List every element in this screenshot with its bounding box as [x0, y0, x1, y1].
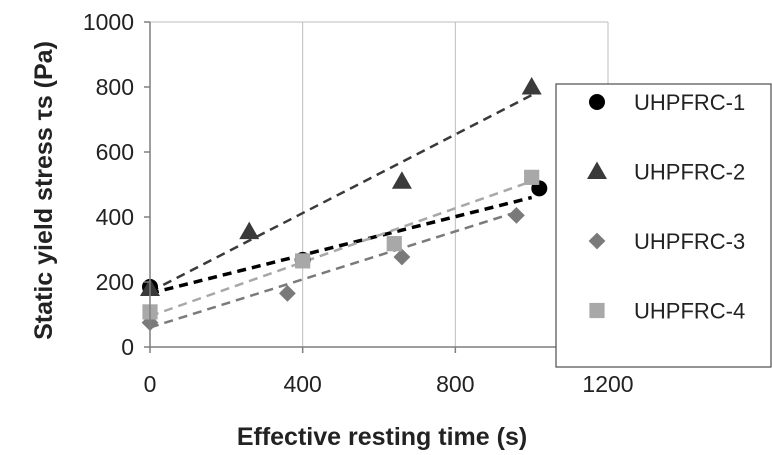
- legend-marker: [587, 161, 607, 179]
- legend-label: UHPFRC-4: [634, 299, 745, 324]
- y-tick-label: 600: [96, 139, 134, 165]
- y-tick-label: 1000: [83, 9, 134, 35]
- data-point: [386, 236, 402, 252]
- legend-marker: [589, 94, 605, 110]
- data-point: [391, 171, 412, 189]
- trend-line: [149, 94, 533, 293]
- data-point: [239, 221, 260, 240]
- legend-label: UHPFRC-3: [634, 229, 745, 254]
- data-point: [279, 284, 296, 302]
- legend-label: UHPFRC-2: [634, 160, 745, 185]
- data-point: [393, 248, 411, 266]
- trend-lines: [149, 94, 533, 329]
- data-point: [508, 206, 525, 224]
- trend-line: [149, 210, 517, 329]
- x-tick-label: 400: [283, 371, 321, 397]
- tick-labels: 0 200 400 600 800 1000 0 400 800 1200: [83, 9, 634, 397]
- data-point: [524, 169, 540, 185]
- legend-marker: [589, 302, 605, 319]
- trend-line: [149, 195, 533, 296]
- y-tick-label: 800: [96, 74, 134, 100]
- x-tick-label: 0: [144, 371, 157, 397]
- y-tick-label: 200: [96, 269, 134, 295]
- legend: UHPFRC-1 UHPFRC-2 UHPFRC-3 UHPFRC-4: [555, 83, 772, 368]
- trend-line: [149, 180, 533, 318]
- data-point: [295, 253, 311, 269]
- y-tick-label: 400: [96, 204, 134, 230]
- axes: [144, 21, 609, 353]
- x-tick-label: 800: [436, 371, 474, 397]
- legend-marker: [588, 232, 606, 250]
- x-tick-label: 1200: [582, 371, 633, 397]
- legend-box: [555, 83, 772, 368]
- x-axis-title: Effective resting time (s): [237, 423, 527, 451]
- data-point: [521, 77, 542, 95]
- y-axis-title: Static yield stress τs (Pa): [30, 41, 58, 340]
- legend-label: UHPFRC-1: [634, 90, 745, 115]
- y-tick-label: 0: [121, 334, 134, 360]
- data-points: [140, 77, 548, 332]
